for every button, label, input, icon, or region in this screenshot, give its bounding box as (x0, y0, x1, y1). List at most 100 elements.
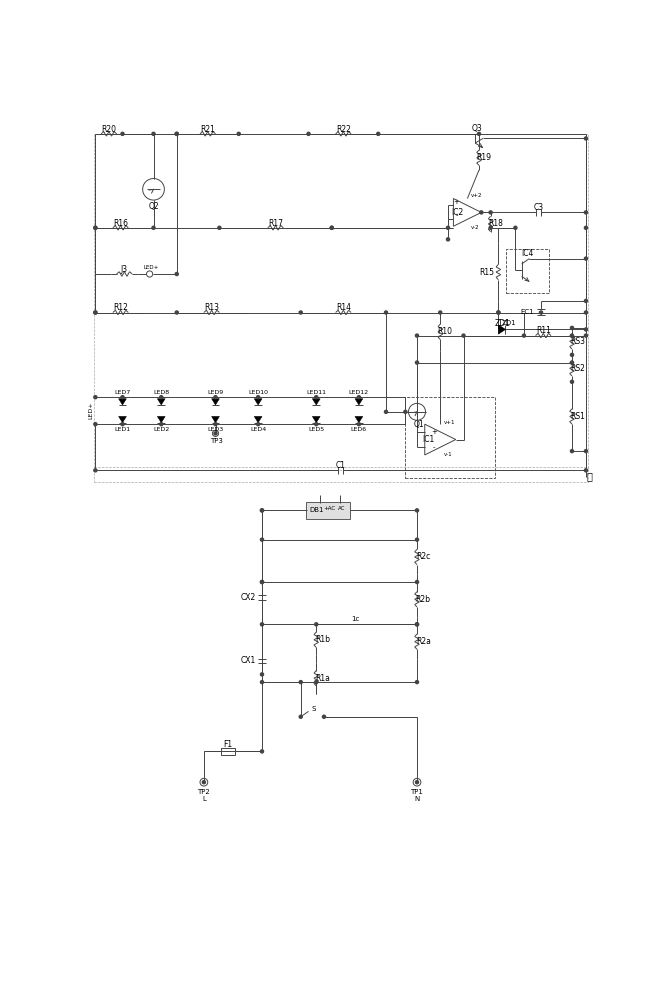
Text: LED12: LED12 (349, 390, 369, 395)
Text: R16: R16 (113, 219, 128, 228)
Text: R11: R11 (536, 326, 551, 335)
Circle shape (94, 226, 97, 229)
Text: v-2: v-2 (471, 225, 480, 230)
Circle shape (202, 781, 206, 784)
Text: R18: R18 (488, 219, 502, 228)
Text: +AC: +AC (324, 506, 336, 511)
Circle shape (489, 226, 492, 229)
Circle shape (175, 272, 178, 276)
Circle shape (218, 226, 221, 229)
Polygon shape (119, 416, 127, 423)
Circle shape (261, 750, 263, 753)
Text: R15: R15 (479, 268, 494, 277)
Text: R20: R20 (101, 125, 117, 134)
Text: LED1: LED1 (115, 427, 131, 432)
Text: IC4: IC4 (522, 249, 534, 258)
Circle shape (330, 226, 333, 229)
Text: ⏚: ⏚ (587, 472, 593, 482)
Circle shape (539, 311, 543, 314)
Circle shape (307, 132, 310, 135)
Circle shape (214, 396, 217, 399)
Text: ZD1: ZD1 (495, 319, 511, 328)
Circle shape (584, 334, 588, 337)
FancyBboxPatch shape (306, 502, 350, 519)
Text: EC1: EC1 (520, 309, 534, 315)
Circle shape (514, 226, 517, 229)
Text: RS3: RS3 (570, 337, 585, 346)
Text: RS1: RS1 (570, 412, 585, 421)
Circle shape (159, 396, 163, 399)
Text: LED6: LED6 (351, 427, 367, 432)
Circle shape (570, 334, 574, 337)
Circle shape (584, 299, 588, 302)
Circle shape (330, 226, 333, 229)
Polygon shape (498, 325, 505, 334)
Text: Q2: Q2 (148, 202, 159, 211)
Text: LED8: LED8 (153, 390, 170, 395)
Circle shape (237, 132, 241, 135)
Circle shape (570, 380, 574, 383)
Text: 1c: 1c (351, 616, 359, 622)
Text: LED2: LED2 (153, 427, 170, 432)
Circle shape (415, 623, 419, 626)
Text: v+2: v+2 (471, 193, 483, 198)
Text: L: L (202, 796, 206, 802)
Polygon shape (212, 399, 219, 405)
Text: R1a: R1a (315, 674, 330, 683)
Circle shape (439, 311, 442, 314)
Circle shape (385, 311, 387, 314)
Polygon shape (212, 416, 219, 423)
Circle shape (94, 311, 97, 314)
Circle shape (322, 715, 326, 718)
Circle shape (261, 580, 263, 584)
Text: R2c: R2c (416, 552, 430, 561)
Circle shape (415, 623, 419, 626)
Bar (506, 249, 549, 293)
Text: S: S (312, 706, 316, 712)
Circle shape (480, 211, 483, 214)
Circle shape (570, 326, 574, 329)
Polygon shape (355, 399, 362, 405)
Text: CX2: CX2 (241, 593, 256, 602)
Circle shape (315, 396, 318, 399)
Circle shape (94, 396, 97, 399)
Circle shape (299, 311, 302, 314)
Circle shape (570, 353, 574, 356)
Text: R2a: R2a (416, 637, 431, 646)
Circle shape (261, 580, 263, 584)
Text: DB1: DB1 (309, 507, 324, 513)
Polygon shape (157, 399, 165, 405)
Text: LED5: LED5 (308, 427, 324, 432)
Polygon shape (312, 399, 320, 405)
Circle shape (415, 334, 419, 337)
Text: IC2: IC2 (451, 208, 464, 217)
Text: LED10: LED10 (248, 390, 268, 395)
Circle shape (299, 715, 302, 718)
Text: LED+: LED+ (88, 402, 93, 419)
Circle shape (415, 681, 419, 684)
Bar (94, 134, 588, 482)
Text: R19: R19 (476, 153, 491, 162)
Text: Q3: Q3 (472, 124, 483, 133)
Text: RS2: RS2 (570, 364, 585, 373)
Circle shape (584, 137, 588, 140)
Polygon shape (254, 416, 262, 423)
Text: R10: R10 (438, 327, 452, 336)
Text: R21: R21 (200, 125, 215, 134)
Text: R17: R17 (268, 219, 283, 228)
Circle shape (315, 423, 318, 426)
Text: AC: AC (338, 506, 346, 511)
Text: TP2: TP2 (198, 789, 210, 795)
Circle shape (584, 226, 588, 229)
Circle shape (584, 257, 588, 260)
Circle shape (584, 450, 588, 453)
Bar (405, 397, 494, 478)
Circle shape (357, 396, 360, 399)
Circle shape (315, 623, 318, 626)
Circle shape (261, 509, 263, 512)
Circle shape (257, 423, 260, 426)
Text: R13: R13 (204, 303, 219, 312)
Text: +: + (454, 199, 460, 205)
Text: +: + (431, 429, 437, 435)
Text: R22: R22 (336, 125, 351, 134)
